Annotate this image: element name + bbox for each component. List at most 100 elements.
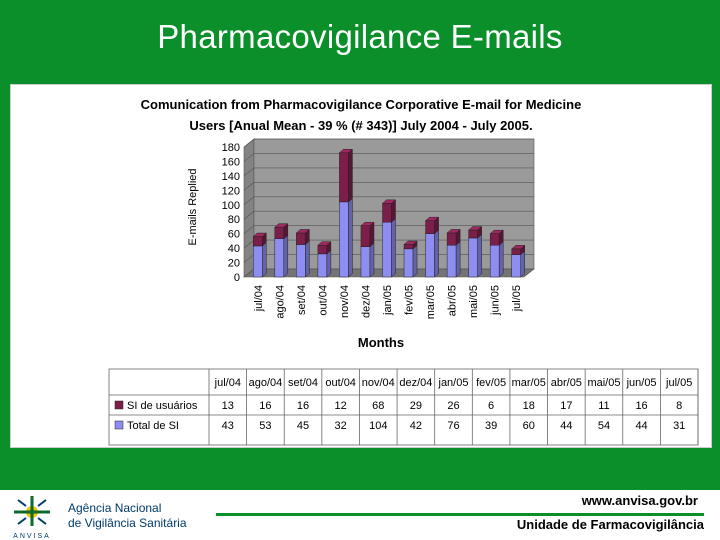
- legend-label: Total de SI: [127, 420, 179, 432]
- chart: Comunication from Pharmacovigilance Corp…: [108, 97, 699, 446]
- bar-total-de-si-side: [412, 244, 418, 278]
- x-tick-label: jun/05: [490, 285, 502, 316]
- bar-si-de-usuarios: [425, 220, 435, 234]
- bar-top: [446, 229, 461, 234]
- bar-si-de-usuarios: [403, 244, 414, 250]
- gridline: [243, 225, 534, 234]
- bar-total-de-si: [382, 221, 392, 278]
- bar-top: [467, 226, 483, 231]
- table-value-cell: 18: [523, 400, 535, 412]
- bar-total-de-si: [253, 245, 263, 278]
- x-tick-label: nov/04: [339, 285, 351, 318]
- y-tick-label: 0: [234, 272, 240, 284]
- unit-name: Unidade de Farmacovigilância: [516, 517, 704, 532]
- agency-line2: de Vigilância Sanitária: [68, 516, 187, 530]
- table-value-cell: 68: [372, 400, 384, 412]
- table-header-cell: fev/05: [476, 377, 506, 389]
- bar-total-de-si: [403, 248, 414, 278]
- bar-si-de-usuarios: [360, 225, 371, 247]
- bar-total-de-si-side: [498, 241, 504, 278]
- y-tick-label: 20: [228, 258, 240, 270]
- y-tick-label: 80: [228, 214, 240, 226]
- bar-total-de-si-side: [391, 218, 396, 278]
- table-header-cell: jul/05: [665, 377, 692, 389]
- bar-total-de-si: [296, 244, 306, 278]
- table-header-cell: jul/04: [214, 377, 241, 389]
- gridline: [243, 182, 534, 191]
- y-tick-label: 180: [222, 142, 240, 154]
- x-tick-label: mai/05: [468, 285, 480, 318]
- bar-total-de-si: [446, 244, 457, 278]
- bar-total-de-si-side: [369, 242, 375, 278]
- gridline: [243, 167, 534, 177]
- bar-top: [338, 149, 354, 154]
- gridline: [243, 153, 534, 162]
- bar-total-de-si-side: [348, 197, 353, 278]
- table-header-cell: abr/05: [551, 377, 582, 389]
- bar-si-de-usuarios: [446, 232, 457, 246]
- x-tick-label: jul/04: [253, 285, 265, 312]
- slide-title: Pharmacovigilance E-mails: [157, 18, 563, 55]
- bar-si-de-usuarios: [468, 229, 478, 239]
- legend-label: SI de usuários: [127, 400, 198, 412]
- bar-si-de-usuarios-side: [391, 199, 396, 223]
- y-tick-label: 100: [222, 200, 240, 212]
- table-value-cell: 31: [673, 420, 685, 432]
- bar-total-de-si-side: [305, 240, 310, 278]
- y-tick-label: 40: [228, 243, 240, 255]
- x-tick-label: jan/05: [382, 285, 394, 316]
- table-frame: [108, 368, 699, 446]
- table-header-cell: mai/05: [587, 377, 620, 389]
- website-link[interactable]: www.anvisa.gov.br: [581, 493, 698, 508]
- bar-top: [252, 232, 267, 237]
- table-value-cell: 44: [560, 420, 572, 432]
- x-axis-label: Months: [358, 335, 404, 350]
- bar-top: [489, 229, 504, 234]
- table-value-cell: 29: [410, 400, 422, 412]
- gridline: [243, 196, 534, 206]
- table-value-cell: 43: [222, 420, 234, 432]
- x-tick-label: mar/05: [425, 285, 437, 319]
- bar-total-de-si-side: [283, 234, 289, 278]
- x-tick-label: ago/04: [274, 285, 286, 319]
- bar-top: [381, 199, 397, 204]
- legend-swatch: [114, 400, 124, 410]
- bar-top: [295, 229, 311, 234]
- bar-top: [317, 241, 332, 246]
- bar-total-de-si-side: [520, 250, 525, 278]
- table-value-cell: 45: [297, 420, 309, 432]
- footer: ANVISA Agência Nacional de Vigilância Sa…: [0, 490, 720, 540]
- gridline: [243, 210, 534, 220]
- y-tick-label: 120: [222, 185, 240, 197]
- agency-name: Agência Nacional de Vigilância Sanitária: [68, 501, 187, 531]
- table-header-cell: mar/05: [512, 377, 546, 389]
- table-value-cell: 104: [369, 420, 387, 432]
- y-axis-label: E-mails Replied: [187, 168, 199, 245]
- table-value-cell: 26: [447, 400, 459, 412]
- bar-total-de-si: [339, 201, 349, 278]
- x-tick-label: set/04: [296, 285, 308, 315]
- x-tick-label: jul/05: [511, 285, 523, 312]
- footer-divider: [216, 513, 704, 516]
- gridline: [243, 138, 534, 148]
- bar-top: [424, 216, 440, 221]
- bar-total-de-si-side: [326, 249, 332, 278]
- table-value-cell: 8: [676, 400, 682, 412]
- table-value-cell: 12: [335, 400, 347, 412]
- logo-text: ANVISA: [13, 533, 51, 540]
- bar-total-de-si: [468, 237, 478, 278]
- table-value-cell: 16: [259, 400, 271, 412]
- bar-top: [403, 240, 418, 245]
- bar-si-de-usuarios-side: [348, 148, 353, 203]
- side-wall: [243, 138, 255, 278]
- table-value-cell: 6: [488, 400, 494, 412]
- bar-si-de-usuarios: [253, 236, 263, 247]
- table-value-cell: 42: [410, 420, 422, 432]
- table-value-cell: 44: [635, 420, 647, 432]
- bar-total-de-si: [425, 233, 435, 278]
- plot-area: 0 20 40 60 80 100 120 140 160 180 jul/04 ago/04 set/…: [222, 138, 535, 319]
- table-header-cell: jun/05: [626, 377, 657, 389]
- table-header-cell: nov/04: [362, 377, 395, 389]
- table-value-cell: 16: [635, 400, 647, 412]
- bar-si-de-usuarios: [511, 248, 521, 255]
